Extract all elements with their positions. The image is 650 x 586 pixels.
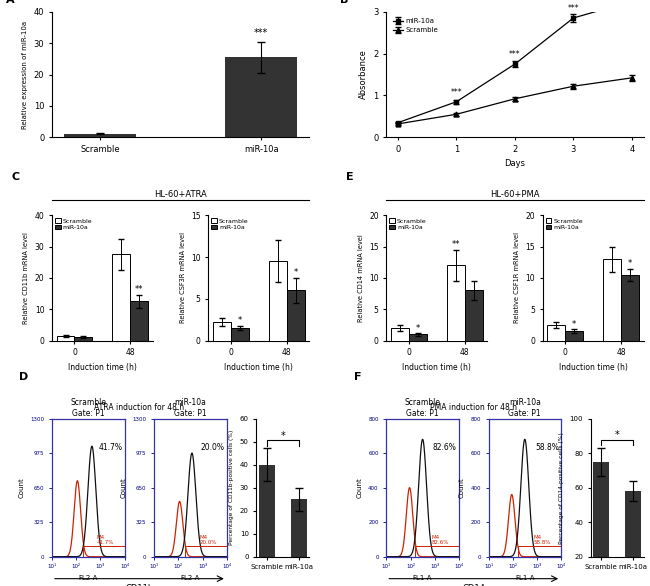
Text: C: C [12, 172, 20, 182]
Bar [547, 325, 565, 340]
Text: *: * [238, 316, 242, 325]
Text: D: D [20, 372, 29, 382]
Y-axis label: Relative expression of miR-10a: Relative expression of miR-10a [22, 21, 28, 128]
X-axis label: Induction time (h): Induction time (h) [224, 363, 293, 372]
Text: HL-60+PMA: HL-60+PMA [490, 190, 540, 199]
Text: F: F [354, 372, 361, 382]
Text: ***: *** [509, 50, 521, 59]
Text: M4
41.7%: M4 41.7% [97, 534, 114, 545]
Text: *: * [294, 268, 298, 277]
X-axis label: Induction time (h): Induction time (h) [68, 363, 137, 372]
Y-axis label: Count: Count [121, 477, 127, 498]
Bar [447, 265, 465, 340]
Y-axis label: Relative CSF1R mRNA level: Relative CSF1R mRNA level [514, 233, 520, 323]
Y-axis label: Count: Count [19, 477, 25, 498]
Legend: miR-10a, Scramble: miR-10a, Scramble [390, 15, 441, 36]
Y-axis label: Percentage of CD14-positive cells (%): Percentage of CD14-positive cells (%) [559, 432, 564, 543]
Bar [259, 465, 275, 557]
Text: **: ** [135, 285, 144, 294]
X-axis label: FL1-A: FL1-A [413, 575, 432, 581]
Bar [291, 499, 307, 557]
Text: *: * [628, 259, 632, 268]
Text: *: * [572, 320, 576, 329]
Legend: Scramble, miR-10a: Scramble, miR-10a [55, 218, 92, 230]
Text: 82.6%: 82.6% [433, 444, 457, 452]
Title: Scramble
Gate: P1: Scramble Gate: P1 [70, 398, 106, 418]
Bar [465, 291, 482, 340]
Text: HL-60+ATRA: HL-60+ATRA [154, 190, 207, 199]
X-axis label: FL2-A: FL2-A [181, 575, 200, 581]
Bar [131, 301, 148, 340]
Y-axis label: Absorbance: Absorbance [359, 50, 368, 100]
Text: CD14: CD14 [462, 584, 485, 586]
Text: E: E [346, 172, 354, 182]
Bar [603, 259, 621, 340]
Title: Scramble
Gate: P1: Scramble Gate: P1 [404, 398, 441, 418]
Text: ***: *** [450, 88, 462, 97]
Text: 58.8%: 58.8% [535, 444, 559, 452]
Bar [621, 275, 639, 340]
Text: 20.0%: 20.0% [201, 444, 224, 452]
X-axis label: FL2-A: FL2-A [79, 575, 98, 581]
Text: *: * [280, 431, 285, 441]
Bar [75, 337, 92, 340]
X-axis label: Days: Days [504, 159, 525, 169]
Text: M4
58.8%: M4 58.8% [534, 534, 551, 545]
Text: CD11b: CD11b [125, 584, 153, 586]
Bar [213, 322, 231, 340]
Text: ***: *** [567, 4, 579, 13]
Text: PMA induction for 48 h: PMA induction for 48 h [430, 403, 517, 411]
Legend: Scramble, miR-10a: Scramble, miR-10a [546, 218, 583, 230]
Bar [64, 134, 136, 137]
Bar [225, 57, 298, 137]
Text: 41.7%: 41.7% [98, 444, 122, 452]
Legend: Scramble, miR-10a: Scramble, miR-10a [389, 218, 426, 230]
Text: B: B [340, 0, 348, 5]
Title: miR-10a
Gate: P1: miR-10a Gate: P1 [174, 398, 207, 418]
Text: **: ** [452, 240, 460, 249]
Text: ***: *** [254, 28, 268, 38]
Title: miR-10a
Gate: P1: miR-10a Gate: P1 [508, 398, 541, 418]
Text: A: A [6, 0, 14, 5]
Text: M4
20.0%: M4 20.0% [199, 534, 216, 545]
Text: *: * [615, 430, 619, 440]
Bar [565, 331, 583, 340]
Y-axis label: Count: Count [357, 477, 363, 498]
Y-axis label: Relative CD11b mRNA level: Relative CD11b mRNA level [23, 232, 29, 324]
X-axis label: Induction time (h): Induction time (h) [558, 363, 627, 372]
Y-axis label: Relative CD14 mRNA level: Relative CD14 mRNA level [358, 234, 363, 322]
Bar [593, 462, 609, 586]
X-axis label: Induction time (h): Induction time (h) [402, 363, 471, 372]
Text: M4
82.6%: M4 82.6% [432, 534, 448, 545]
Bar [391, 328, 409, 340]
Y-axis label: Relative CSF3R mRNA level: Relative CSF3R mRNA level [179, 233, 185, 323]
Bar [57, 336, 75, 340]
Y-axis label: Percentage of CD11b-positive cells (%): Percentage of CD11b-positive cells (%) [229, 430, 234, 546]
Bar [625, 491, 641, 586]
Bar [287, 291, 305, 340]
Bar [409, 335, 426, 340]
Legend: Scramble, miR-10a: Scramble, miR-10a [211, 218, 248, 230]
X-axis label: FL1-A: FL1-A [515, 575, 534, 581]
Bar [231, 328, 249, 340]
Text: *: * [415, 323, 420, 333]
Text: ATRA induction for 48 h: ATRA induction for 48 h [94, 403, 185, 411]
Y-axis label: Count: Count [459, 477, 465, 498]
Bar [269, 261, 287, 340]
Bar [112, 254, 131, 340]
